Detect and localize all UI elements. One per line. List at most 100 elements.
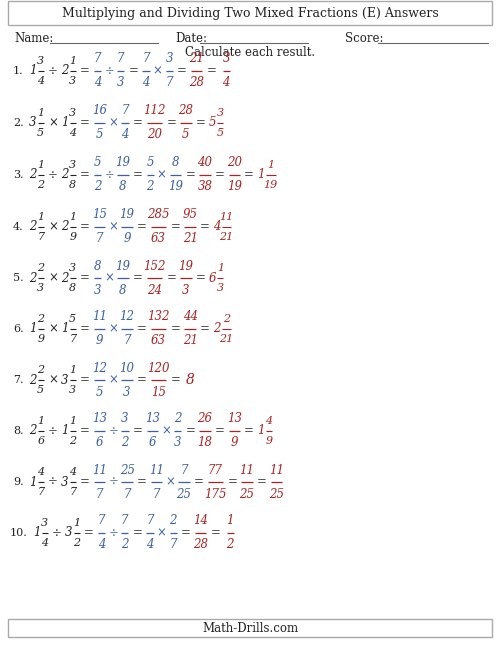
Text: ×: × — [156, 527, 166, 540]
Text: 7: 7 — [142, 52, 150, 65]
Text: 95: 95 — [182, 208, 198, 221]
Text: 21: 21 — [220, 334, 234, 344]
Text: 3: 3 — [166, 52, 173, 65]
Text: =: = — [210, 527, 220, 540]
Text: =: = — [128, 65, 138, 78]
Text: 1: 1 — [69, 212, 76, 222]
Text: =: = — [132, 116, 142, 129]
Text: 12: 12 — [92, 362, 107, 375]
Text: =: = — [132, 168, 142, 182]
Text: 7: 7 — [121, 105, 129, 118]
Text: 5: 5 — [217, 128, 224, 138]
Text: 2: 2 — [212, 322, 220, 336]
Text: 9: 9 — [96, 334, 104, 347]
Text: 20: 20 — [147, 129, 162, 142]
Text: 3: 3 — [61, 373, 68, 386]
Text: 2: 2 — [61, 272, 68, 285]
Text: 3: 3 — [61, 476, 68, 488]
Text: =: = — [196, 116, 205, 129]
Text: 2: 2 — [121, 538, 128, 551]
Text: 63: 63 — [151, 232, 166, 245]
Text: 20: 20 — [227, 157, 242, 170]
Text: 3: 3 — [117, 76, 124, 89]
Text: 5: 5 — [37, 385, 44, 395]
Text: 8: 8 — [172, 157, 179, 170]
Text: Multiplying and Dividing Two Mixed Fractions (E) Answers: Multiplying and Dividing Two Mixed Fract… — [62, 6, 438, 19]
Text: Score:: Score: — [345, 32, 384, 45]
Text: 3.: 3. — [13, 170, 24, 180]
Text: 24: 24 — [147, 283, 162, 296]
Text: 9: 9 — [265, 436, 272, 446]
Text: 11: 11 — [149, 463, 164, 476]
Text: 132: 132 — [148, 311, 170, 324]
Text: 19: 19 — [120, 208, 134, 221]
Text: =: = — [196, 272, 205, 285]
Text: 8: 8 — [69, 283, 76, 293]
Text: Calculate each result.: Calculate each result. — [185, 45, 315, 58]
Text: 1: 1 — [73, 518, 80, 528]
Text: 1: 1 — [37, 212, 44, 222]
Text: 1: 1 — [37, 416, 44, 426]
Text: ×: × — [157, 168, 166, 182]
Text: 14: 14 — [193, 514, 208, 527]
Text: 152: 152 — [143, 259, 166, 272]
Text: 3: 3 — [29, 116, 36, 129]
Text: 3: 3 — [124, 386, 131, 399]
Text: 18: 18 — [198, 437, 212, 450]
Text: 11: 11 — [220, 212, 234, 222]
Text: 4: 4 — [98, 538, 106, 551]
Text: 2: 2 — [174, 413, 182, 426]
Text: =: = — [186, 168, 195, 182]
Text: 2: 2 — [146, 181, 154, 193]
Text: 3: 3 — [69, 108, 76, 118]
Text: 2: 2 — [73, 538, 80, 548]
Text: 2: 2 — [94, 181, 102, 193]
Text: =: = — [170, 373, 180, 386]
Text: 4: 4 — [146, 538, 154, 551]
Text: 3: 3 — [37, 283, 44, 293]
Text: 11: 11 — [92, 311, 107, 324]
Text: 2: 2 — [29, 424, 36, 437]
Text: 1: 1 — [69, 416, 76, 426]
Text: =: = — [137, 373, 146, 386]
Text: 3: 3 — [65, 527, 72, 540]
Text: 13: 13 — [145, 413, 160, 426]
Text: 11: 11 — [240, 463, 254, 476]
Text: =: = — [256, 476, 266, 488]
Text: =: = — [132, 527, 142, 540]
Text: ÷: ÷ — [108, 527, 118, 540]
Text: 2: 2 — [37, 365, 44, 375]
Text: 175: 175 — [204, 487, 227, 501]
Text: =: = — [200, 221, 209, 234]
Text: 3: 3 — [94, 283, 102, 296]
Text: 21: 21 — [220, 232, 234, 242]
Text: 6: 6 — [96, 437, 104, 450]
Text: 2: 2 — [29, 168, 36, 182]
Text: =: = — [186, 424, 195, 437]
Text: =: = — [132, 272, 142, 285]
Text: 1: 1 — [29, 476, 36, 488]
Text: 5: 5 — [94, 157, 102, 170]
Text: ×: × — [161, 424, 171, 437]
Text: 9.: 9. — [13, 477, 24, 487]
Text: 8: 8 — [69, 180, 76, 190]
Text: 4: 4 — [265, 416, 272, 426]
Text: 3: 3 — [217, 108, 224, 118]
Text: 8: 8 — [94, 259, 102, 272]
Text: 1: 1 — [257, 168, 264, 182]
Text: =: = — [200, 322, 209, 336]
Text: ÷: ÷ — [108, 424, 118, 437]
Text: 1.: 1. — [13, 66, 24, 76]
Text: 7: 7 — [166, 76, 173, 89]
Text: 7: 7 — [180, 463, 188, 476]
Text: ×: × — [166, 476, 175, 488]
Text: =: = — [132, 424, 142, 437]
Text: 77: 77 — [208, 463, 223, 476]
Text: =: = — [228, 476, 237, 488]
Text: 7.: 7. — [13, 375, 24, 385]
Text: 1: 1 — [69, 365, 76, 375]
Text: 7: 7 — [69, 487, 76, 497]
Text: 285: 285 — [148, 208, 170, 221]
Text: 19: 19 — [227, 181, 242, 193]
Text: 3: 3 — [69, 385, 76, 395]
